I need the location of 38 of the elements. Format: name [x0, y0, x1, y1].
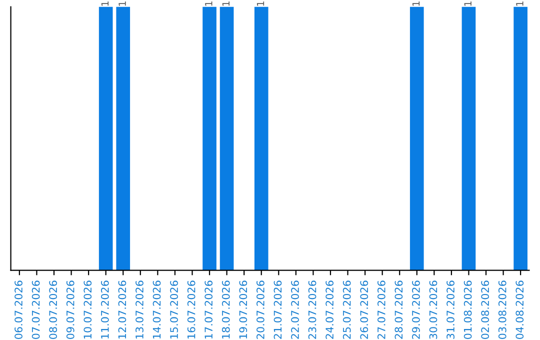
- x-tick-label: 13.07.2026: [136, 280, 144, 339]
- x-tick-label: 18.07.2026: [222, 280, 230, 339]
- x-tick-label: 22.07.2026: [291, 280, 299, 339]
- x-tick-label: 01.08.2026: [464, 280, 472, 339]
- x-tick-label: 24.07.2026: [326, 280, 334, 339]
- x-tick-label: 06.07.2026: [14, 280, 22, 339]
- x-tick-label: 21.07.2026: [274, 280, 282, 339]
- x-tick-label: 03.08.2026: [498, 280, 506, 339]
- data-label: 1: [464, 2, 472, 6]
- data-label: 1: [205, 2, 212, 6]
- x-tick-label: 29.07.2026: [412, 280, 420, 339]
- x-tick-label: 27.07.2026: [377, 280, 386, 339]
- data-label: 1: [118, 2, 126, 6]
- x-tick-label: 30.07.2026: [429, 280, 438, 339]
- x-tick-label: 15.07.2026: [170, 280, 178, 339]
- x-tick-label: 12.07.2026: [118, 280, 126, 339]
- x-tick-label: 19.07.2026: [239, 280, 248, 339]
- data-label: 1: [256, 2, 264, 6]
- x-tick-label: 14.07.2026: [152, 280, 161, 339]
- x-tick-label: 02.08.2026: [481, 280, 490, 339]
- x-tick-label: 04.08.2026: [516, 280, 524, 339]
- x-tick-label: 08.07.2026: [49, 280, 58, 339]
- data-label: 1: [516, 2, 524, 6]
- x-tick-label: 28.07.2026: [394, 280, 403, 339]
- x-tick-label: 09.07.2026: [66, 280, 74, 339]
- x-tick-label: 31.07.2026: [446, 280, 454, 339]
- data-label: 1: [412, 2, 420, 6]
- x-tick-label: 17.07.2026: [204, 280, 213, 339]
- data-label: 1: [222, 2, 230, 6]
- x-tick-label: 25.07.2026: [342, 280, 351, 339]
- x-tick-label: 23.07.2026: [308, 280, 316, 339]
- x-tick-label: 11.07.2026: [100, 280, 109, 339]
- x-tick-label: 20.07.2026: [256, 280, 264, 339]
- x-tick-label: 26.07.2026: [360, 280, 368, 339]
- data-label: 1: [101, 2, 109, 6]
- x-tick-label: 07.07.2026: [32, 280, 40, 339]
- x-tick-label: 10.07.2026: [84, 280, 92, 339]
- x-tick-label: 16.07.2026: [187, 280, 196, 339]
